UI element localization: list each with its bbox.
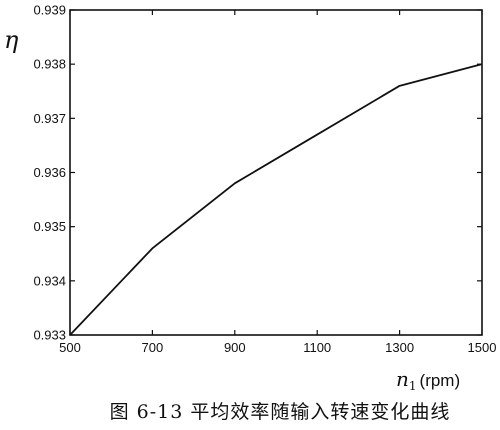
y-tick-label: 0.938 <box>33 57 66 72</box>
x-tick-label: 500 <box>59 340 81 355</box>
series-line <box>69 63 483 336</box>
series-layer <box>69 63 483 336</box>
x-tick-label: 1500 <box>468 340 497 355</box>
x-axis-label-symbol: n <box>396 367 409 391</box>
y-tick-label: 0.937 <box>33 111 66 126</box>
figure-caption-text: 图 6-13 平均效率随输入转速变化曲线 <box>109 401 451 423</box>
x-axis-label: n1 (rpm) <box>396 367 460 393</box>
x-axis-label-subscript: 1 <box>409 379 417 393</box>
x-axis-label-unit: (rpm) <box>420 371 461 390</box>
x-tick-label: 1300 <box>385 340 414 355</box>
y-tick-label: 0.934 <box>33 273 66 288</box>
y-axis-label: η <box>4 26 19 54</box>
y-tick-label: 0.936 <box>33 165 66 180</box>
tick-marks <box>69 9 483 336</box>
y-tick-label: 0.935 <box>33 219 66 234</box>
x-tick-labels: 500 700 900 1100 1300 1500 <box>59 340 496 355</box>
x-tick-label: 700 <box>142 340 164 355</box>
y-tick-label: 0.933 <box>33 328 66 343</box>
y-tick-label: 0.939 <box>33 3 66 18</box>
plot-frame <box>69 9 483 336</box>
figure-caption: 图 6-13 平均效率随输入转速变化曲线 <box>0 397 500 424</box>
x-tick-label: 1100 <box>303 340 331 355</box>
y-tick-labels: 0.933 0.934 0.935 0.936 0.937 0.938 0.939 <box>33 3 66 343</box>
x-tick-label: 900 <box>224 340 246 355</box>
